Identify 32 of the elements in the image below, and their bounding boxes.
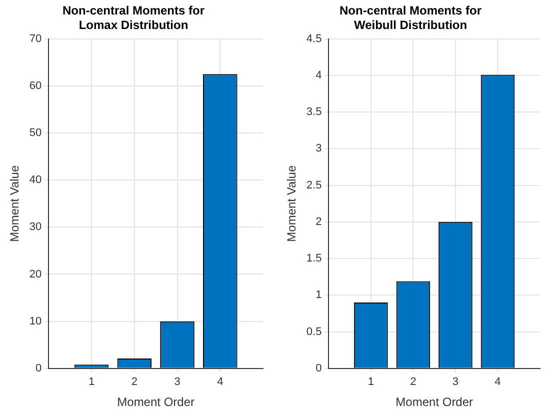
x-axis-title: Moment Order [117,395,194,410]
y-tick-label: 3.5 [306,106,322,118]
chart-title: Non-central Moments for Weibull Distribution [339,4,482,32]
y-tick-label: 3 [316,142,322,155]
y-tick-label: 4 [316,69,322,82]
y-tick-label: 2 [316,216,322,228]
x-tick-label: 1 [88,376,95,388]
x-tick-label: 4 [494,376,501,388]
y-tick-label: 70 [29,32,42,45]
chart-title: Non-central Moments for Lomax Distribution [62,4,205,32]
x-tick-label: 3 [452,376,459,388]
y-tick-label: 50 [29,127,42,140]
y-tick-label: 4.5 [306,32,322,45]
y-tick-label: 0 [316,362,322,374]
y-tick-label: 30 [29,221,42,234]
x-tick-label: 2 [410,376,416,388]
y-tick-label: 0 [36,362,42,374]
y-tick-label: 1 [316,289,322,302]
y-axis-title: Moment Value [284,165,299,242]
y-tick-label: 2.5 [306,179,322,192]
y-tick-label: 0.5 [306,326,322,338]
x-tick-label: 2 [131,376,138,388]
y-tick-label: 60 [29,80,42,92]
x-tick-label: 3 [174,376,180,388]
y-tick-label: 40 [29,174,42,186]
x-tick-label: 4 [217,376,224,388]
y-tick-label: 20 [29,268,42,280]
x-tick-label: 1 [368,376,374,388]
y-tick-label: 1.5 [306,252,322,265]
y-tick-label: 10 [29,315,42,328]
x-axis-title: Moment Order [396,395,474,410]
y-axis-title: Moment Value [8,165,22,242]
